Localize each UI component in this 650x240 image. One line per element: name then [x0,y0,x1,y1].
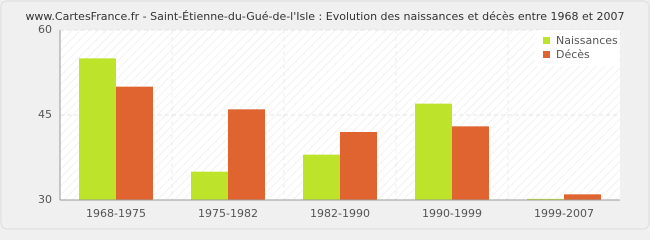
bar [79,58,116,201]
y-tick-label: 45 [38,108,52,121]
legend-box [535,30,619,66]
legend-label: Décès [556,48,590,61]
bar [340,132,377,200]
bar [527,198,564,200]
bar [452,126,489,200]
chart: www.CartesFrance.fr - Saint-Étienne-du-G… [0,0,650,230]
x-tick-label: 1968-1975 [86,207,146,220]
y-tick-label: 30 [38,193,52,206]
chart-title: www.CartesFrance.fr - Saint-Étienne-du-G… [25,10,624,23]
bar [191,171,228,200]
y-tick-label: 60 [38,23,52,36]
legend-swatch [543,37,550,44]
bar [303,154,340,200]
bar [415,103,452,200]
x-tick-label: 1999-2007 [534,207,594,220]
x-tick-label: 1990-1999 [422,207,482,220]
legend-swatch [543,51,550,58]
legend-label: Naissances [556,34,618,47]
bar [116,86,153,200]
x-tick-label: 1982-1990 [310,207,370,220]
x-tick-label: 1975-1982 [198,207,258,220]
bar [564,194,601,200]
bar [228,109,265,200]
